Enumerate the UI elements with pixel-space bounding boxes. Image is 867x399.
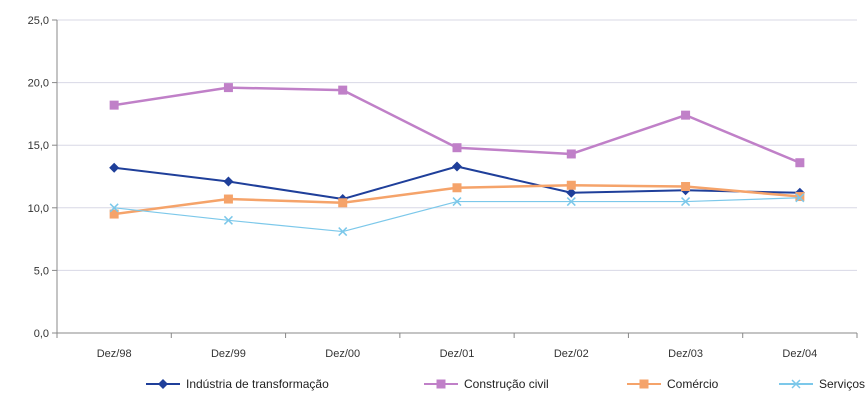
data-point [223, 176, 234, 187]
x-marker-stroke [566, 197, 576, 207]
x-marker-stroke [452, 197, 462, 207]
legend-item: Serviços [779, 377, 865, 391]
axes: 0,0 5,0 10,0 15,0 20,0 25,0 Dez/98 Dez/99 Dez/00… [28, 15, 858, 360]
data-point [338, 198, 348, 208]
data-point [566, 149, 576, 159]
x-tick-label: Dez/02 [554, 348, 589, 360]
data-point [566, 197, 576, 207]
data-point [452, 161, 462, 172]
data-point [795, 193, 805, 203]
y-tick-label: 5,0 [34, 265, 49, 277]
legend-marker [639, 379, 649, 389]
data-point [338, 227, 348, 237]
y-tick-label: 25,0 [28, 15, 49, 27]
legend-label: Construção civil [464, 377, 549, 391]
data-point [109, 100, 119, 110]
data-point [223, 215, 233, 225]
legend-label: Comércio [667, 377, 719, 391]
data-point [223, 194, 233, 204]
series-layer [109, 83, 805, 237]
data-point [795, 158, 805, 168]
data-point [681, 110, 691, 120]
y-tick-label: 15,0 [28, 140, 49, 152]
legend-marker [436, 379, 446, 389]
y-tick-label: 0,0 [34, 328, 49, 340]
data-point [452, 143, 462, 153]
x-tick-label: Dez/04 [782, 348, 817, 360]
x-marker-stroke [223, 215, 233, 225]
x-tick-label: Dez/99 [211, 348, 246, 360]
x-tick-label: Dez/98 [97, 348, 132, 360]
x-marker-stroke [795, 193, 805, 203]
data-point [681, 182, 691, 192]
data-point [109, 162, 120, 173]
legend-marker [158, 379, 168, 389]
x-tick-label: Dez/03 [668, 348, 703, 360]
legend-item: Indústria de transformação [146, 377, 329, 391]
x-marker-stroke [109, 203, 119, 213]
x-marker-stroke [791, 379, 801, 389]
legend-marker [791, 379, 801, 389]
data-point [109, 203, 119, 213]
data-point [452, 197, 462, 207]
data-point [681, 197, 691, 207]
legend-label: Serviços [819, 377, 865, 391]
data-point [338, 85, 348, 95]
legend: Indústria de transformação Construção civ… [146, 377, 865, 391]
legend-item: Comércio [627, 377, 719, 391]
y-tick-label: 20,0 [28, 78, 49, 90]
data-point [566, 180, 576, 190]
data-point [452, 183, 462, 193]
data-point [223, 83, 233, 93]
y-tick-label: 10,0 [28, 203, 49, 215]
legend-label: Indústria de transformação [186, 377, 329, 391]
data-point [795, 192, 805, 202]
data-point [566, 187, 577, 198]
legend-item: Construção civil [424, 377, 549, 391]
series-line [114, 197, 800, 233]
x-marker-stroke [681, 197, 691, 207]
x-tick-label: Dez/00 [325, 348, 360, 360]
data-point [109, 209, 119, 219]
x-tick-label: Dez/01 [440, 348, 475, 360]
x-marker-stroke [338, 227, 348, 237]
